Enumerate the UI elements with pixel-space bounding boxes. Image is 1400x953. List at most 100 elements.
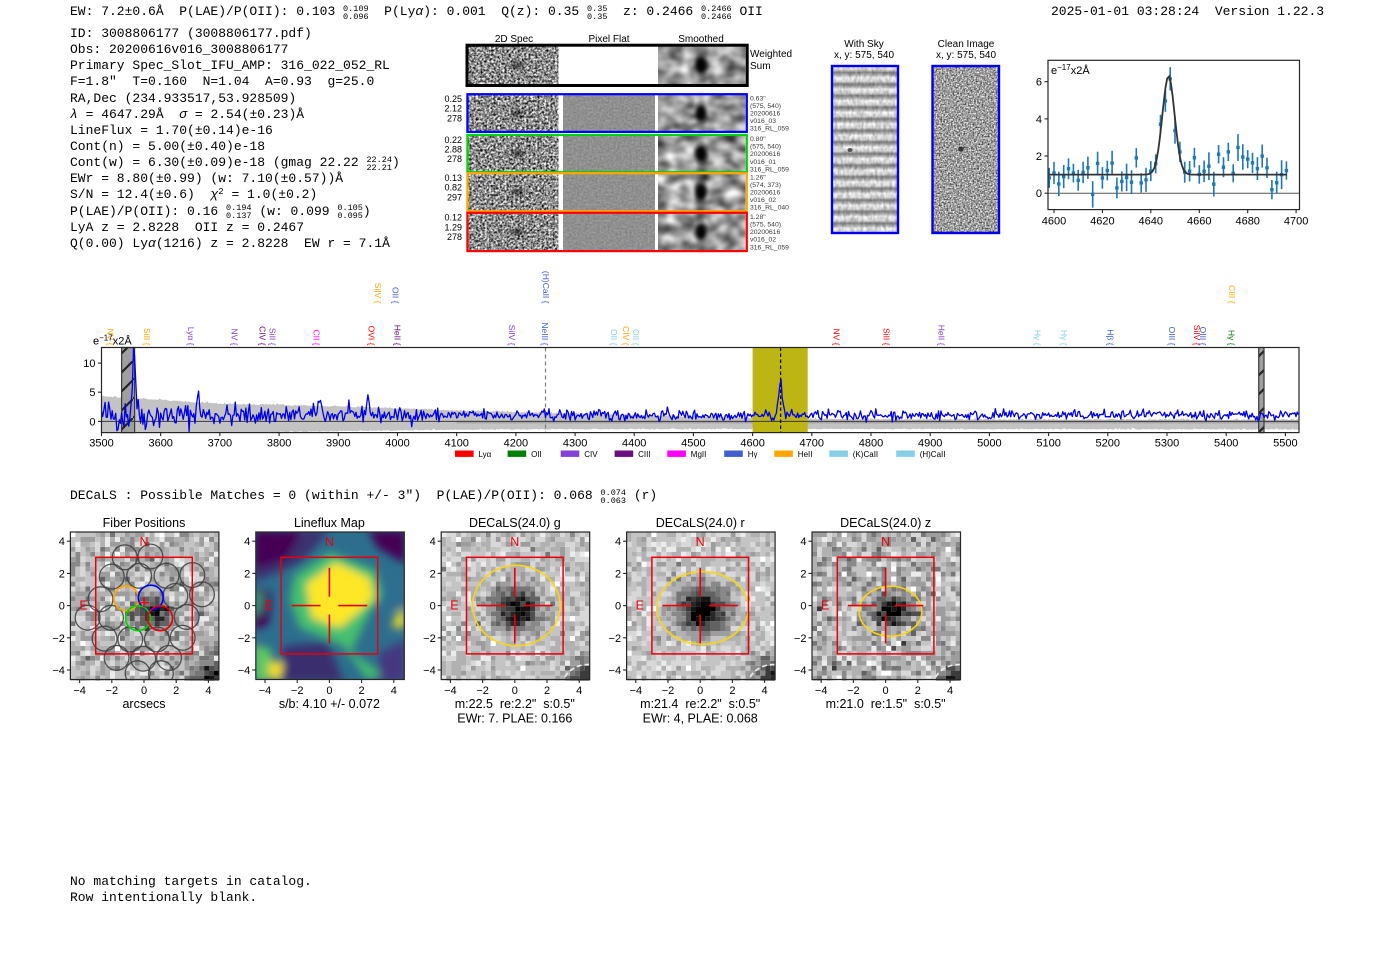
svg-text:SiII {: SiII { [142,328,152,346]
svg-text:3500: 3500 [89,438,113,450]
svg-text:2: 2 [915,685,921,697]
svg-text:4: 4 [576,685,582,697]
svg-text:CIII {: CIII { [1227,285,1237,304]
svg-text:2: 2 [359,685,365,697]
svg-text:N: N [139,535,148,549]
svg-text:0.63": 0.63" [750,95,766,102]
svg-text:4: 4 [1036,114,1042,126]
svg-text:2: 2 [800,568,806,580]
svg-text:4640: 4640 [1139,216,1163,228]
svg-text:2.88: 2.88 [444,144,462,154]
svg-text:3700: 3700 [208,438,232,450]
svg-text:CII {: CII { [311,329,321,345]
svg-text:(K)CaII: (K)CaII [853,450,878,459]
svg-text:MgII: MgII [691,450,707,459]
svg-text:2D Spec: 2D Spec [495,34,533,45]
svg-text:5100: 5100 [1036,438,1060,450]
svg-text:−2: −2 [794,633,807,645]
svg-text:4620: 4620 [1090,216,1114,228]
svg-text:4: 4 [59,536,65,548]
svg-text:4200: 4200 [504,438,528,450]
svg-text:Pixel Flat: Pixel Flat [588,34,629,45]
svg-text:Clean Image: Clean Image [938,39,995,50]
svg-text:x, y: 575, 540: x, y: 575, 540 [834,50,894,61]
svg-text:0: 0 [430,601,436,613]
svg-text:v016_03: v016_03 [750,118,776,125]
svg-text:DECaLS(24.0) z: DECaLS(24.0) z [840,516,931,530]
svg-text:CIV: CIV [584,450,598,459]
svg-text:OVI {: OVI { [366,326,376,346]
svg-text:3900: 3900 [326,438,350,450]
svg-text:2: 2 [173,685,179,697]
svg-text:Fiber Positions: Fiber Positions [103,516,186,530]
svg-text:0: 0 [512,685,518,697]
svg-text:2: 2 [59,568,65,580]
svg-text:−4: −4 [815,685,828,697]
svg-text:−4: −4 [609,665,622,677]
svg-text:5500: 5500 [1273,438,1297,450]
svg-text:3600: 3600 [148,438,172,450]
svg-text:20200616: 20200616 [750,190,780,197]
svg-text:20200616: 20200616 [750,229,780,236]
svg-text:CIV {: CIV { [621,326,631,346]
svg-text:SiIV {: SiIV { [1192,325,1202,346]
svg-text:Hγ {: Hγ { [1059,330,1069,346]
svg-text:278: 278 [447,154,462,164]
svg-text:0: 0 [800,601,806,613]
svg-text:arcsecs: arcsecs [122,697,165,711]
svg-text:4: 4 [762,685,768,697]
svg-text:0: 0 [697,685,703,697]
svg-text:CIII: CIII [638,450,650,459]
svg-text:CIV {: CIV { [257,326,267,346]
svg-text:(575, 540): (575, 540) [750,222,781,229]
svg-text:OII: OII [531,450,542,459]
svg-text:5200: 5200 [1096,438,1120,450]
svg-text:4: 4 [391,685,397,697]
svg-text:4: 4 [615,536,621,548]
svg-text:4600: 4600 [740,438,764,450]
svg-text:0.22: 0.22 [444,135,462,145]
svg-text:4400: 4400 [622,438,646,450]
svg-text:Lyα {: Lyα { [186,327,196,346]
svg-text:2: 2 [244,568,250,580]
svg-text:(575, 540): (575, 540) [750,144,781,151]
svg-text:E: E [265,599,273,613]
svg-text:−2: −2 [52,633,65,645]
svg-text:0.25: 0.25 [444,94,462,104]
svg-text:(575, 540): (575, 540) [750,103,781,110]
svg-text:DECaLS(24.0) r: DECaLS(24.0) r [656,516,745,530]
svg-text:(H)CaII {: (H)CaII { [541,271,551,304]
svg-text:1.28": 1.28" [750,214,766,221]
svg-text:HeII {: HeII { [392,325,402,346]
svg-text:4900: 4900 [918,438,942,450]
svg-text:20200616: 20200616 [750,111,780,118]
svg-text:OIII {: OIII { [1167,327,1177,346]
svg-text:5400: 5400 [1214,438,1238,450]
svg-text:Hγ {: Hγ { [1032,330,1042,346]
svg-text:SiII {: SiII { [881,328,891,346]
svg-text:4300: 4300 [563,438,587,450]
svg-text:20200616: 20200616 [750,151,780,158]
svg-text:OII {: OII { [391,287,401,304]
svg-text:0.82: 0.82 [444,183,462,193]
svg-text:−4: −4 [52,665,65,677]
svg-text:0: 0 [326,685,332,697]
svg-text:OII {: OII { [609,329,619,346]
svg-text:4800: 4800 [859,438,883,450]
svg-text:0: 0 [883,685,889,697]
svg-text:m:21.4 re:2.2" s:0.5": m:21.4 re:2.2" s:0.5" [640,697,760,711]
svg-text:Lineflux Map: Lineflux Map [294,516,365,530]
svg-text:278: 278 [447,232,462,242]
svg-text:OIII {: OIII { [1198,327,1208,346]
svg-text:EWr: 7. PLAE: 0.166: EWr: 7. PLAE: 0.166 [457,712,572,726]
svg-text:NV {: NV { [105,328,115,345]
svg-text:(574, 373): (574, 373) [750,182,781,189]
svg-text:N: N [696,535,705,549]
svg-text:4680: 4680 [1235,216,1259,228]
svg-text:5: 5 [89,387,95,399]
svg-text:4: 4 [430,536,436,548]
svg-text:Hγ: Hγ [748,450,758,459]
svg-text:NV {: NV { [230,328,240,345]
svg-text:Lyα: Lyα [479,450,492,459]
svg-text:−2: −2 [106,685,119,697]
